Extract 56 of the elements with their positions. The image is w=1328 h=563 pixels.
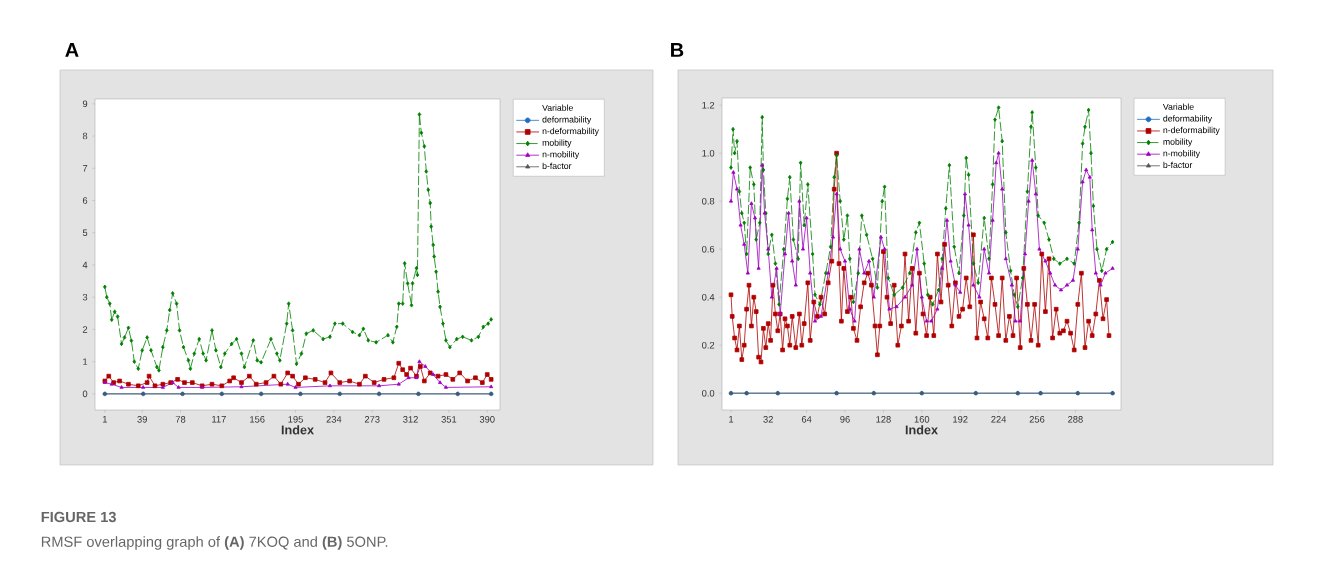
legend-label: b-factor (542, 162, 572, 170)
legend-label: deformability (542, 116, 592, 125)
legend-label: mobility (542, 139, 572, 148)
y-tick-label: 6 (82, 197, 88, 204)
x-tick-label: 39 (137, 416, 147, 423)
legend-label: n-mobility (542, 151, 580, 160)
y-tick-label: 2 (82, 326, 88, 333)
x-tick-label: 390 (479, 416, 495, 423)
x-tick-label: 256 (1029, 416, 1045, 423)
y-tick-label: 0.6 (702, 245, 715, 253)
x-tick-label: 117 (212, 416, 226, 423)
x-tick-label: 1 (729, 416, 734, 423)
x-tick-label: 288 (1068, 416, 1083, 423)
x-tick-label: 192 (953, 416, 968, 423)
legend-label: n-deformability (542, 127, 599, 136)
y-tick-label: 0.0 (702, 389, 715, 397)
y-tick-label: 0.2 (702, 341, 715, 349)
caption: FIGURE 13 (41, 511, 116, 523)
legend-label: deformability (1163, 115, 1213, 124)
chart-title: A (65, 43, 79, 57)
x-tick-label: 78 (175, 416, 186, 423)
y-tick-label: 5 (82, 229, 88, 236)
legend-title: Variable (1162, 103, 1194, 110)
x-tick-label: 273 (364, 416, 380, 423)
x-tick-label: 156 (250, 416, 265, 423)
y-tick-label: 8 (82, 132, 88, 140)
x-tick-label: 64 (801, 416, 812, 423)
y-tick-label: 1 (83, 358, 88, 365)
x-tick-label: 234 (326, 416, 342, 423)
x-tick-label: 195 (288, 416, 303, 423)
x-tick-label: 1 (102, 416, 107, 423)
legend-title: Variable (542, 104, 573, 111)
y-tick-label: 1.0 (702, 149, 715, 157)
y-tick-label: 7 (82, 165, 88, 172)
x-tick-label: 32 (763, 416, 773, 423)
y-tick-label: 4 (82, 261, 88, 269)
y-tick-label: 0.8 (702, 197, 715, 205)
x-tick-label: 351 (441, 416, 457, 423)
chart-title: B (671, 43, 684, 57)
y-tick-label: 0.4 (702, 293, 715, 301)
x-tick-label: 312 (403, 416, 418, 423)
y-tick-label: 1.2 (702, 101, 715, 109)
x-tick-label: 160 (914, 416, 930, 423)
legend-label: b-factor (1163, 161, 1193, 169)
legend-label: n-deformability (1163, 126, 1220, 135)
x-tick-label: 224 (991, 416, 1007, 423)
x-axis-title: Index (905, 425, 938, 435)
legend-label: n-mobility (1163, 150, 1200, 159)
y-tick-label: 9 (82, 100, 88, 108)
x-tick-label: 128 (876, 416, 891, 423)
x-axis-title: Index (281, 425, 314, 435)
y-tick-label: 3 (82, 293, 88, 301)
text: RMSF overlapping graph of (A) 7KOQ and (B) 5ONP. (41, 536, 388, 550)
legend-label: mobility (1163, 138, 1193, 147)
y-tick-label: 0 (82, 390, 88, 398)
x-tick-label: 96 (840, 416, 850, 423)
